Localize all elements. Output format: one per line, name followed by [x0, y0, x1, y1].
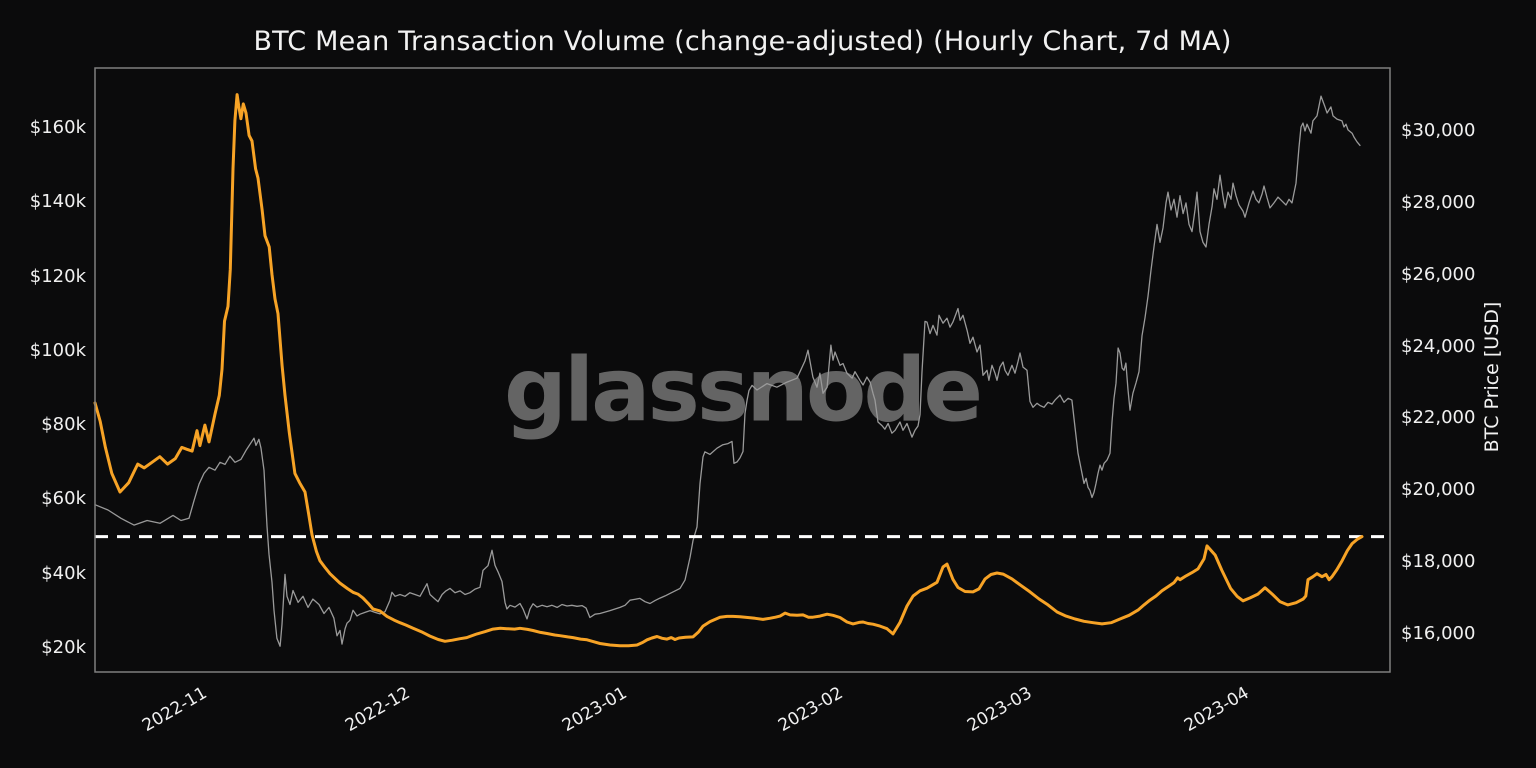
left-axis-tick: $80k — [41, 414, 86, 436]
right-axis-tick: $16,000 — [1401, 623, 1476, 644]
right-axis-tick: $20,000 — [1401, 479, 1476, 501]
right-axis-title: BTC Price [USD] — [1481, 301, 1503, 453]
right-axis-tick: $22,000 — [1401, 407, 1476, 429]
price-line — [94, 95, 1361, 647]
left-axis-tick: $160k — [29, 117, 86, 138]
left-axis-tick: $100k — [29, 339, 86, 361]
left-axis-tick: $60k — [41, 488, 86, 510]
glassnode-watermark: glassnode — [503, 338, 983, 442]
right-axis-tick: $28,000 — [1401, 191, 1476, 213]
left-axis-tick: $20k — [41, 637, 86, 658]
left-axis-tick: $40k — [41, 562, 86, 584]
volume-line — [93, 93, 1364, 648]
left-axis-tick: $140k — [29, 191, 86, 213]
left-axis-tick: $120k — [29, 265, 86, 287]
right-axis-tick: $26,000 — [1401, 263, 1476, 285]
right-axis-tick: $24,000 — [1401, 335, 1476, 357]
plot-border — [94, 67, 1391, 673]
right-axis-tick: $30,000 — [1401, 120, 1476, 141]
right-axis-tick: $18,000 — [1401, 551, 1476, 573]
chart-title: BTC Mean Transaction Volume (change-adju… — [253, 26, 1232, 57]
